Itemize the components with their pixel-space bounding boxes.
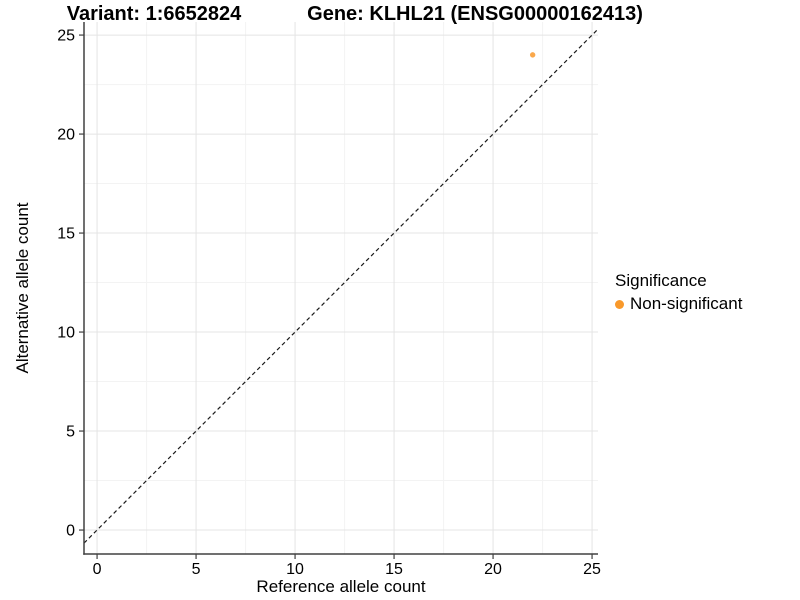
- x-tick-label: 0: [93, 561, 102, 578]
- legend-key-dot-icon: [615, 299, 624, 309]
- x-tick-label: 20: [484, 561, 502, 578]
- y-tick-label: 10: [57, 325, 75, 342]
- plot-title-gene: Gene: KLHL21 (ENSG00000162413): [307, 3, 643, 25]
- legend-title: Significance: [615, 271, 707, 290]
- legend-item-label: Non-significant: [630, 294, 743, 313]
- legend-item-non-significant: Non-significant: [615, 294, 742, 314]
- x-tick-label: 25: [583, 561, 601, 578]
- plot-title-variant: Variant: 1:6652824: [66, 3, 242, 25]
- x-tick-label: 5: [192, 561, 201, 578]
- legend: Significance Non-significant: [615, 271, 742, 314]
- y-tick-label: 5: [66, 424, 75, 441]
- y-tick-label: 20: [57, 127, 75, 144]
- x-tick-label: 15: [385, 561, 403, 578]
- data-point: [529, 52, 536, 58]
- identity-line: [83, 28, 599, 544]
- y-tick-label: 15: [57, 226, 75, 243]
- y-tick-label: 25: [57, 28, 75, 45]
- x-tick-label: 10: [286, 561, 304, 578]
- y-tick-label: 0: [66, 523, 75, 540]
- x-axis-title: Reference allele count: [256, 577, 426, 596]
- y-axis-title: Alternative allele count: [13, 202, 32, 374]
